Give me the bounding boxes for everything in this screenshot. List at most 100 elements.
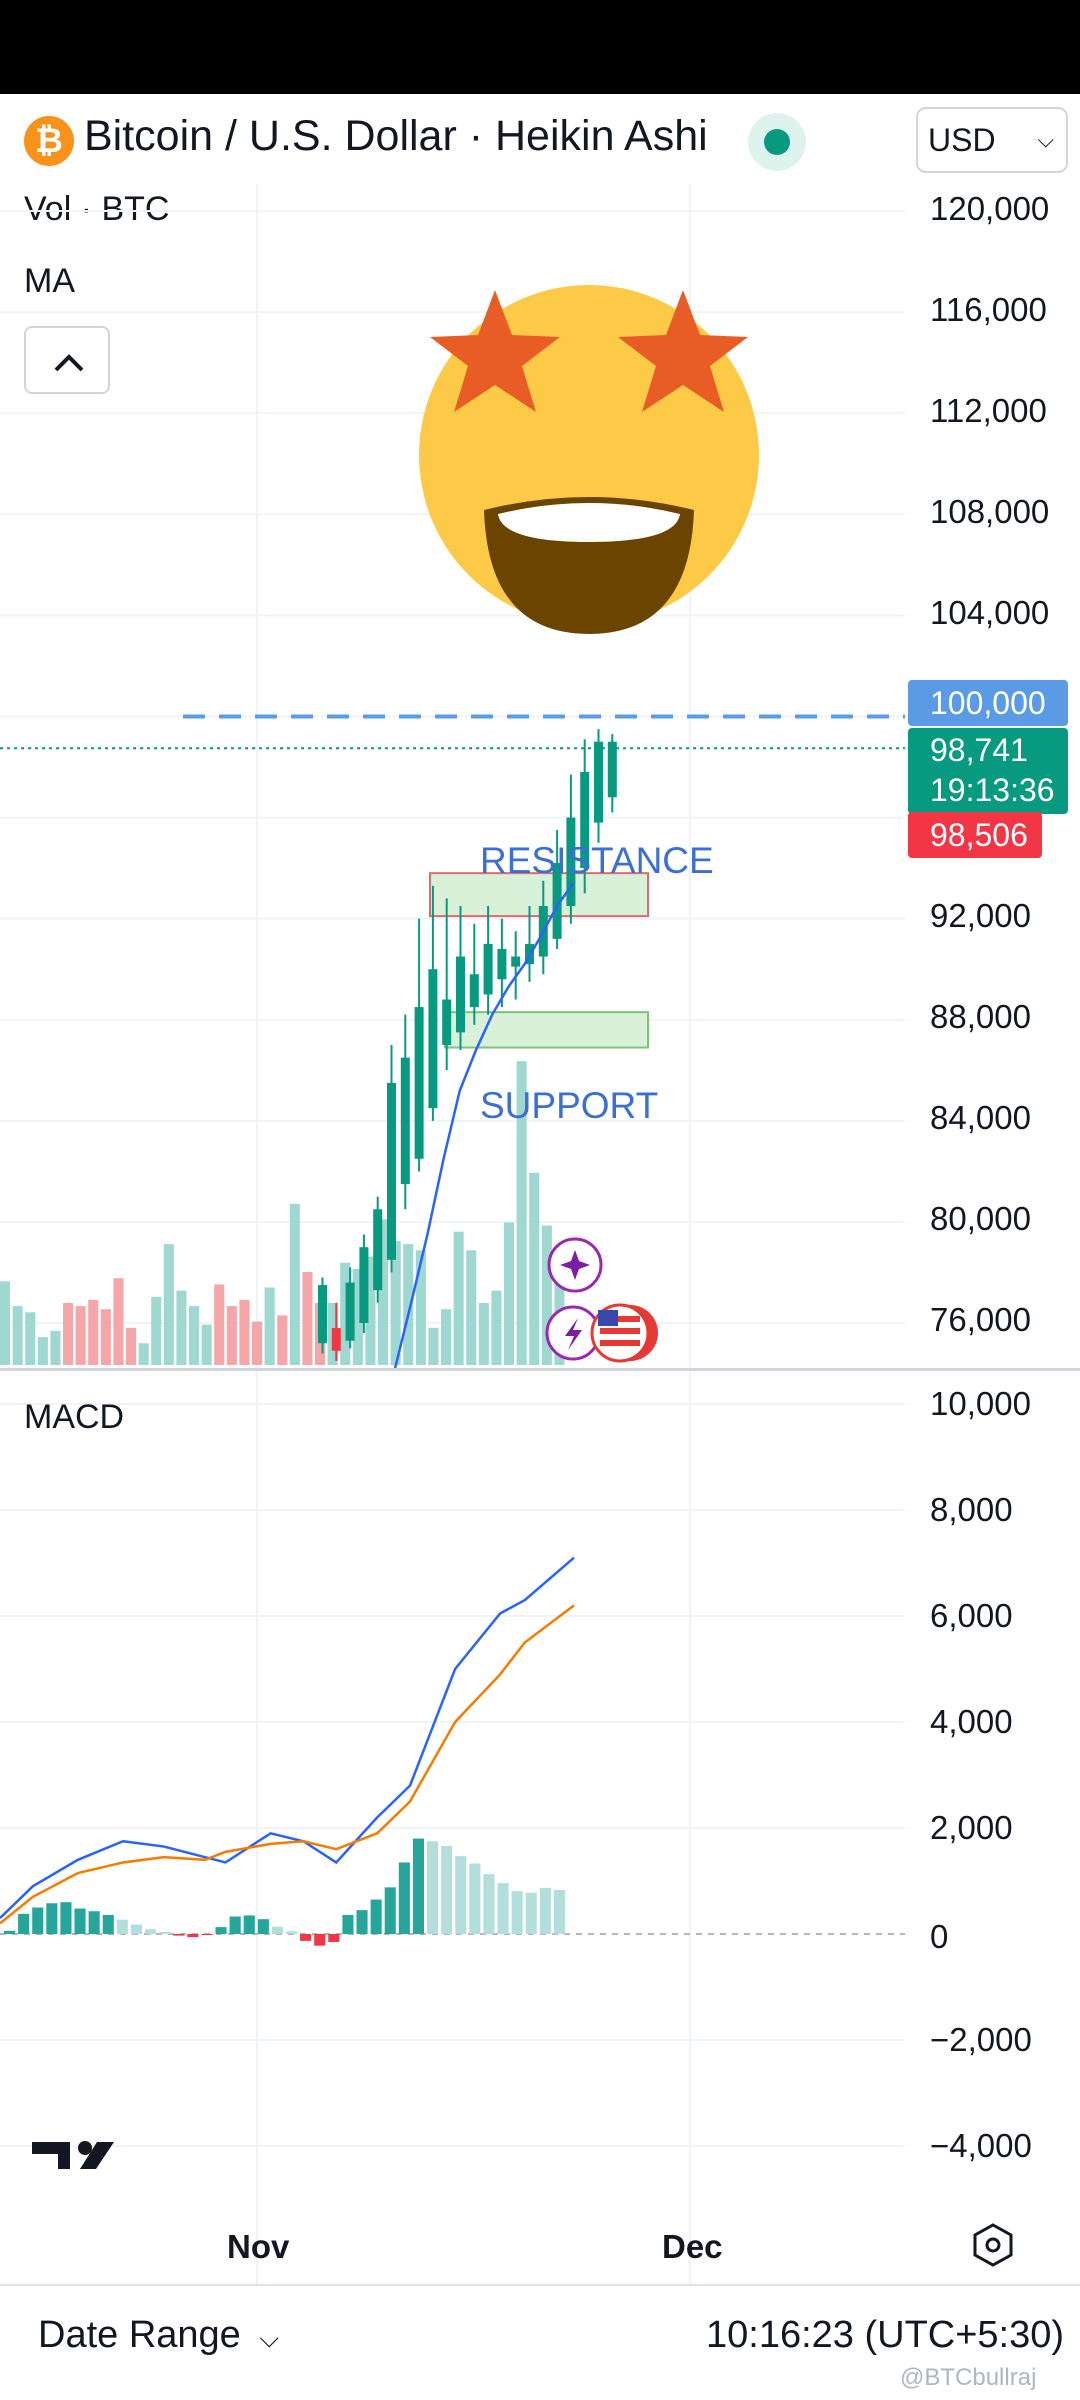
us-economic-event-icon[interactable] xyxy=(590,1303,658,1363)
macd-histogram-bar xyxy=(4,1930,16,1934)
macd-histogram-bar xyxy=(243,1915,255,1934)
volume-bar xyxy=(403,1244,414,1365)
macd-legend[interactable]: MACD xyxy=(24,1398,125,1436)
candle-body xyxy=(594,741,603,823)
volume-bar xyxy=(428,1327,439,1365)
time-axis-label: Dec xyxy=(662,2228,723,2265)
collapse-legend-button[interactable] xyxy=(24,326,110,394)
chevron-down-icon: ⌵ xyxy=(1037,127,1054,152)
candle-body xyxy=(497,948,507,980)
pane-separator[interactable] xyxy=(0,1368,1080,1371)
price-axis-label: 104,000 xyxy=(930,594,1050,631)
price-axis-label: 80,000 xyxy=(930,1200,1031,1237)
volume-bar xyxy=(365,1256,376,1365)
date-range-button[interactable]: Date Range ⌵ xyxy=(38,2314,279,2357)
candle-body xyxy=(359,1247,369,1323)
currency-value: USD xyxy=(928,121,996,158)
macd-histogram-bar xyxy=(370,1899,382,1934)
candle-body xyxy=(414,1007,424,1159)
legend-ma[interactable]: MA xyxy=(24,262,75,300)
macd-axis-label: 6,000 xyxy=(930,1597,1013,1634)
timezone-clock[interactable]: 10:16:23 (UTC+5:30) xyxy=(706,2314,1065,2356)
legend-volume[interactable]: Vol · BTC xyxy=(24,190,170,228)
volume-bar xyxy=(50,1330,61,1365)
macd-histogram-bar xyxy=(511,1891,523,1934)
macd-histogram-bar xyxy=(271,1926,283,1934)
target-price-badge[interactable]: 100,000 xyxy=(908,680,1068,726)
macd-histogram-bar xyxy=(398,1862,410,1934)
volume-bar xyxy=(441,1309,452,1365)
price-axis-label: 120,000 xyxy=(930,190,1050,227)
volume-bar xyxy=(63,1303,74,1365)
price-axis-label: 108,000 xyxy=(930,493,1050,530)
macd-histogram-bar xyxy=(173,1934,185,1936)
symbol-title[interactable]: Bitcoin / U.S. Dollar · Heikin Ashi xyxy=(84,112,708,160)
macd-histogram-bar xyxy=(427,1841,439,1934)
macd-histogram-bar xyxy=(187,1934,199,1938)
volume-bar xyxy=(126,1327,137,1365)
volume-bar xyxy=(516,1061,527,1365)
market-open-indicator[interactable] xyxy=(748,113,806,171)
macd-histogram-bar xyxy=(88,1911,100,1934)
volume-bar xyxy=(491,1290,502,1365)
volume-bar xyxy=(541,1225,552,1365)
volume-bar xyxy=(277,1315,288,1365)
macd-histogram-bar xyxy=(229,1916,241,1934)
volume-bar xyxy=(478,1303,489,1365)
last-price-badge[interactable]: 98,741 19:13:36 xyxy=(908,728,1068,814)
support-label[interactable]: SUPPORT xyxy=(480,1085,659,1126)
macd-histogram-bar xyxy=(441,1846,453,1934)
candle-body xyxy=(511,956,521,967)
volume-bar xyxy=(151,1296,162,1365)
macd-histogram-bar xyxy=(18,1913,30,1934)
price-axis-label: 116,000 xyxy=(930,291,1047,328)
volume-bar xyxy=(415,1250,426,1365)
volume-bar xyxy=(37,1337,48,1365)
volume-bar xyxy=(453,1231,464,1365)
volume-bar xyxy=(378,1219,389,1365)
flash-event-icon[interactable] xyxy=(545,1305,601,1361)
candle-body xyxy=(552,863,562,939)
candle-body xyxy=(331,1328,341,1351)
macd-histogram-bar xyxy=(46,1903,58,1934)
candle-body xyxy=(373,1209,383,1291)
macd-histogram-bar xyxy=(455,1856,467,1934)
macd-histogram-bar xyxy=(130,1924,142,1934)
macd-histogram-bar xyxy=(483,1874,495,1934)
volume-bar xyxy=(12,1306,23,1365)
bar-countdown: 19:13:36 xyxy=(930,772,1055,808)
resistance-label[interactable]: RESISTANCE xyxy=(480,840,714,881)
candle-body xyxy=(469,974,479,1008)
support-zone xyxy=(444,1011,649,1049)
volume-bar xyxy=(113,1278,124,1365)
macd-histogram-bar xyxy=(539,1887,551,1934)
volume-bar xyxy=(390,1241,401,1365)
price-axis-label: 76,000 xyxy=(930,1301,1031,1338)
macd-axis-label: 4,000 xyxy=(930,1703,1013,1740)
volume-bar xyxy=(504,1222,515,1365)
macd-histogram-bar xyxy=(102,1914,114,1934)
macd-histogram-bar xyxy=(74,1908,86,1934)
macd-histogram-bar xyxy=(145,1929,157,1934)
chart-settings-icon[interactable] xyxy=(973,2223,1013,2267)
volume-bar xyxy=(252,1321,263,1365)
macd-histogram-bar xyxy=(342,1914,354,1934)
macd-histogram-bar xyxy=(525,1892,537,1934)
ai-sparkle-event-icon[interactable] xyxy=(547,1237,603,1293)
price-axis-label: 84,000 xyxy=(930,1099,1031,1136)
volume-bar xyxy=(352,1268,363,1365)
volume-bar xyxy=(0,1281,11,1365)
macd-signal-line xyxy=(0,1604,575,1925)
candle-body xyxy=(483,943,493,995)
bid-price-badge[interactable]: 98,506 xyxy=(908,812,1042,858)
candle-body xyxy=(442,999,452,1045)
watermark: @BTCbullraj xyxy=(900,2364,1037,2391)
macd-histogram-bar xyxy=(497,1883,509,1934)
macd-histogram-bar xyxy=(286,1931,298,1934)
volume-bar xyxy=(189,1306,200,1365)
currency-select[interactable]: USD ⌵ xyxy=(916,107,1068,173)
price-chart[interactable] xyxy=(0,94,1080,2284)
volume-bar xyxy=(466,1250,477,1365)
macd-histogram-bar xyxy=(328,1934,340,1942)
candle-body xyxy=(318,1285,327,1344)
